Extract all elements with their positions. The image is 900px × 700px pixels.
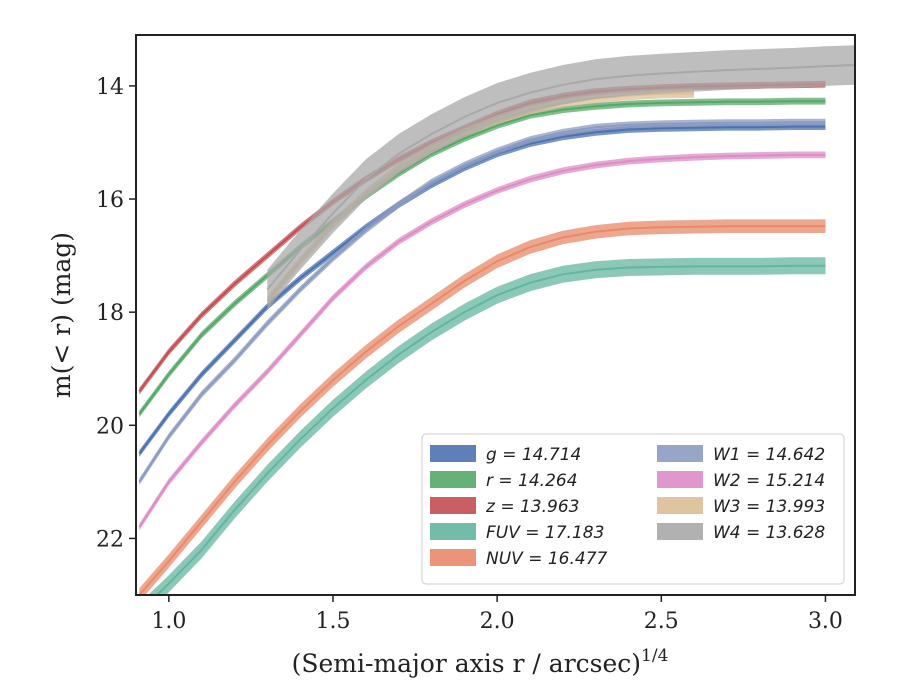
- series-7: [138, 151, 826, 531]
- legend-swatch-2: [430, 471, 476, 488]
- y-tick-label-3: 18: [96, 301, 124, 326]
- series-band-9: [267, 45, 855, 310]
- series-6: [138, 118, 826, 486]
- y-tick-label-1: 14: [96, 75, 124, 100]
- series-band-2: [139, 97, 826, 418]
- legend-swatch-3: [430, 497, 476, 514]
- legend-swatch-4: [430, 523, 476, 540]
- ticks-layer: 1.0 1.5 2.0 2.5 3.0 14 16 18 20 22: [96, 75, 843, 634]
- series-band-1: [139, 123, 826, 457]
- legend: g = 14.714 r = 14.264 z = 13.963 FUV = 17.1…: [421, 433, 845, 585]
- x-tick-label-1: 1.0: [151, 609, 186, 634]
- series-4: [148, 257, 826, 595]
- legend-swatch-6: [657, 445, 703, 462]
- series-1: [138, 123, 826, 457]
- series-2: [138, 97, 826, 418]
- series-line-4: [155, 264, 826, 595]
- legend-label-5: NUV = 16.477: [486, 549, 608, 569]
- legend-label-9: W4 = 13.628: [713, 523, 825, 543]
- x-axis-label: (Semi-major axis r / arcsec)1/4: [292, 646, 669, 678]
- y-tick-label-2: 16: [96, 188, 124, 213]
- legend-label-7: W2 = 15.214: [713, 471, 825, 491]
- legend-swatch-7: [657, 471, 703, 488]
- x-tick-label-5: 3.0: [808, 609, 843, 634]
- legend-label-8: W3 = 13.993: [713, 497, 825, 517]
- y-tick-label-5: 22: [96, 527, 124, 552]
- legend-label-4: FUV = 17.183: [486, 523, 604, 543]
- series-line-5: [138, 225, 826, 595]
- series-line-1: [138, 125, 826, 455]
- x-tick-label-4: 2.5: [644, 609, 679, 634]
- series-line-9: [266, 64, 855, 291]
- y-tick-label-4: 20: [96, 414, 124, 439]
- legend-box: [421, 433, 845, 585]
- series-line-6: [138, 121, 826, 483]
- legend-label-1: g = 14.714: [486, 445, 581, 465]
- series-layer: [138, 45, 855, 595]
- legend-label-2: r = 14.264: [486, 471, 578, 491]
- series-line-2: [138, 100, 826, 415]
- legend-swatch-9: [657, 523, 703, 540]
- series-line-7: [138, 153, 826, 528]
- series-9: [266, 45, 855, 310]
- legend-label-6: W1 = 14.642: [713, 445, 825, 465]
- legend-items: g = 14.714 r = 14.264 z = 13.963 FUV = 17.1…: [430, 445, 825, 569]
- x-tick-label-2: 1.5: [315, 609, 350, 634]
- legend-swatch-1: [430, 445, 476, 462]
- legend-swatch-8: [657, 497, 703, 514]
- x-axis-label-superscript: 1/4: [641, 646, 668, 666]
- legend-swatch-5: [430, 549, 476, 566]
- x-tick-label-3: 2.0: [480, 609, 515, 634]
- y-axis-label: m(< r) (mag): [47, 232, 76, 398]
- plot-frame: [135, 34, 856, 596]
- series-5: [138, 219, 826, 595]
- legend-label-3: z = 13.963: [485, 497, 579, 517]
